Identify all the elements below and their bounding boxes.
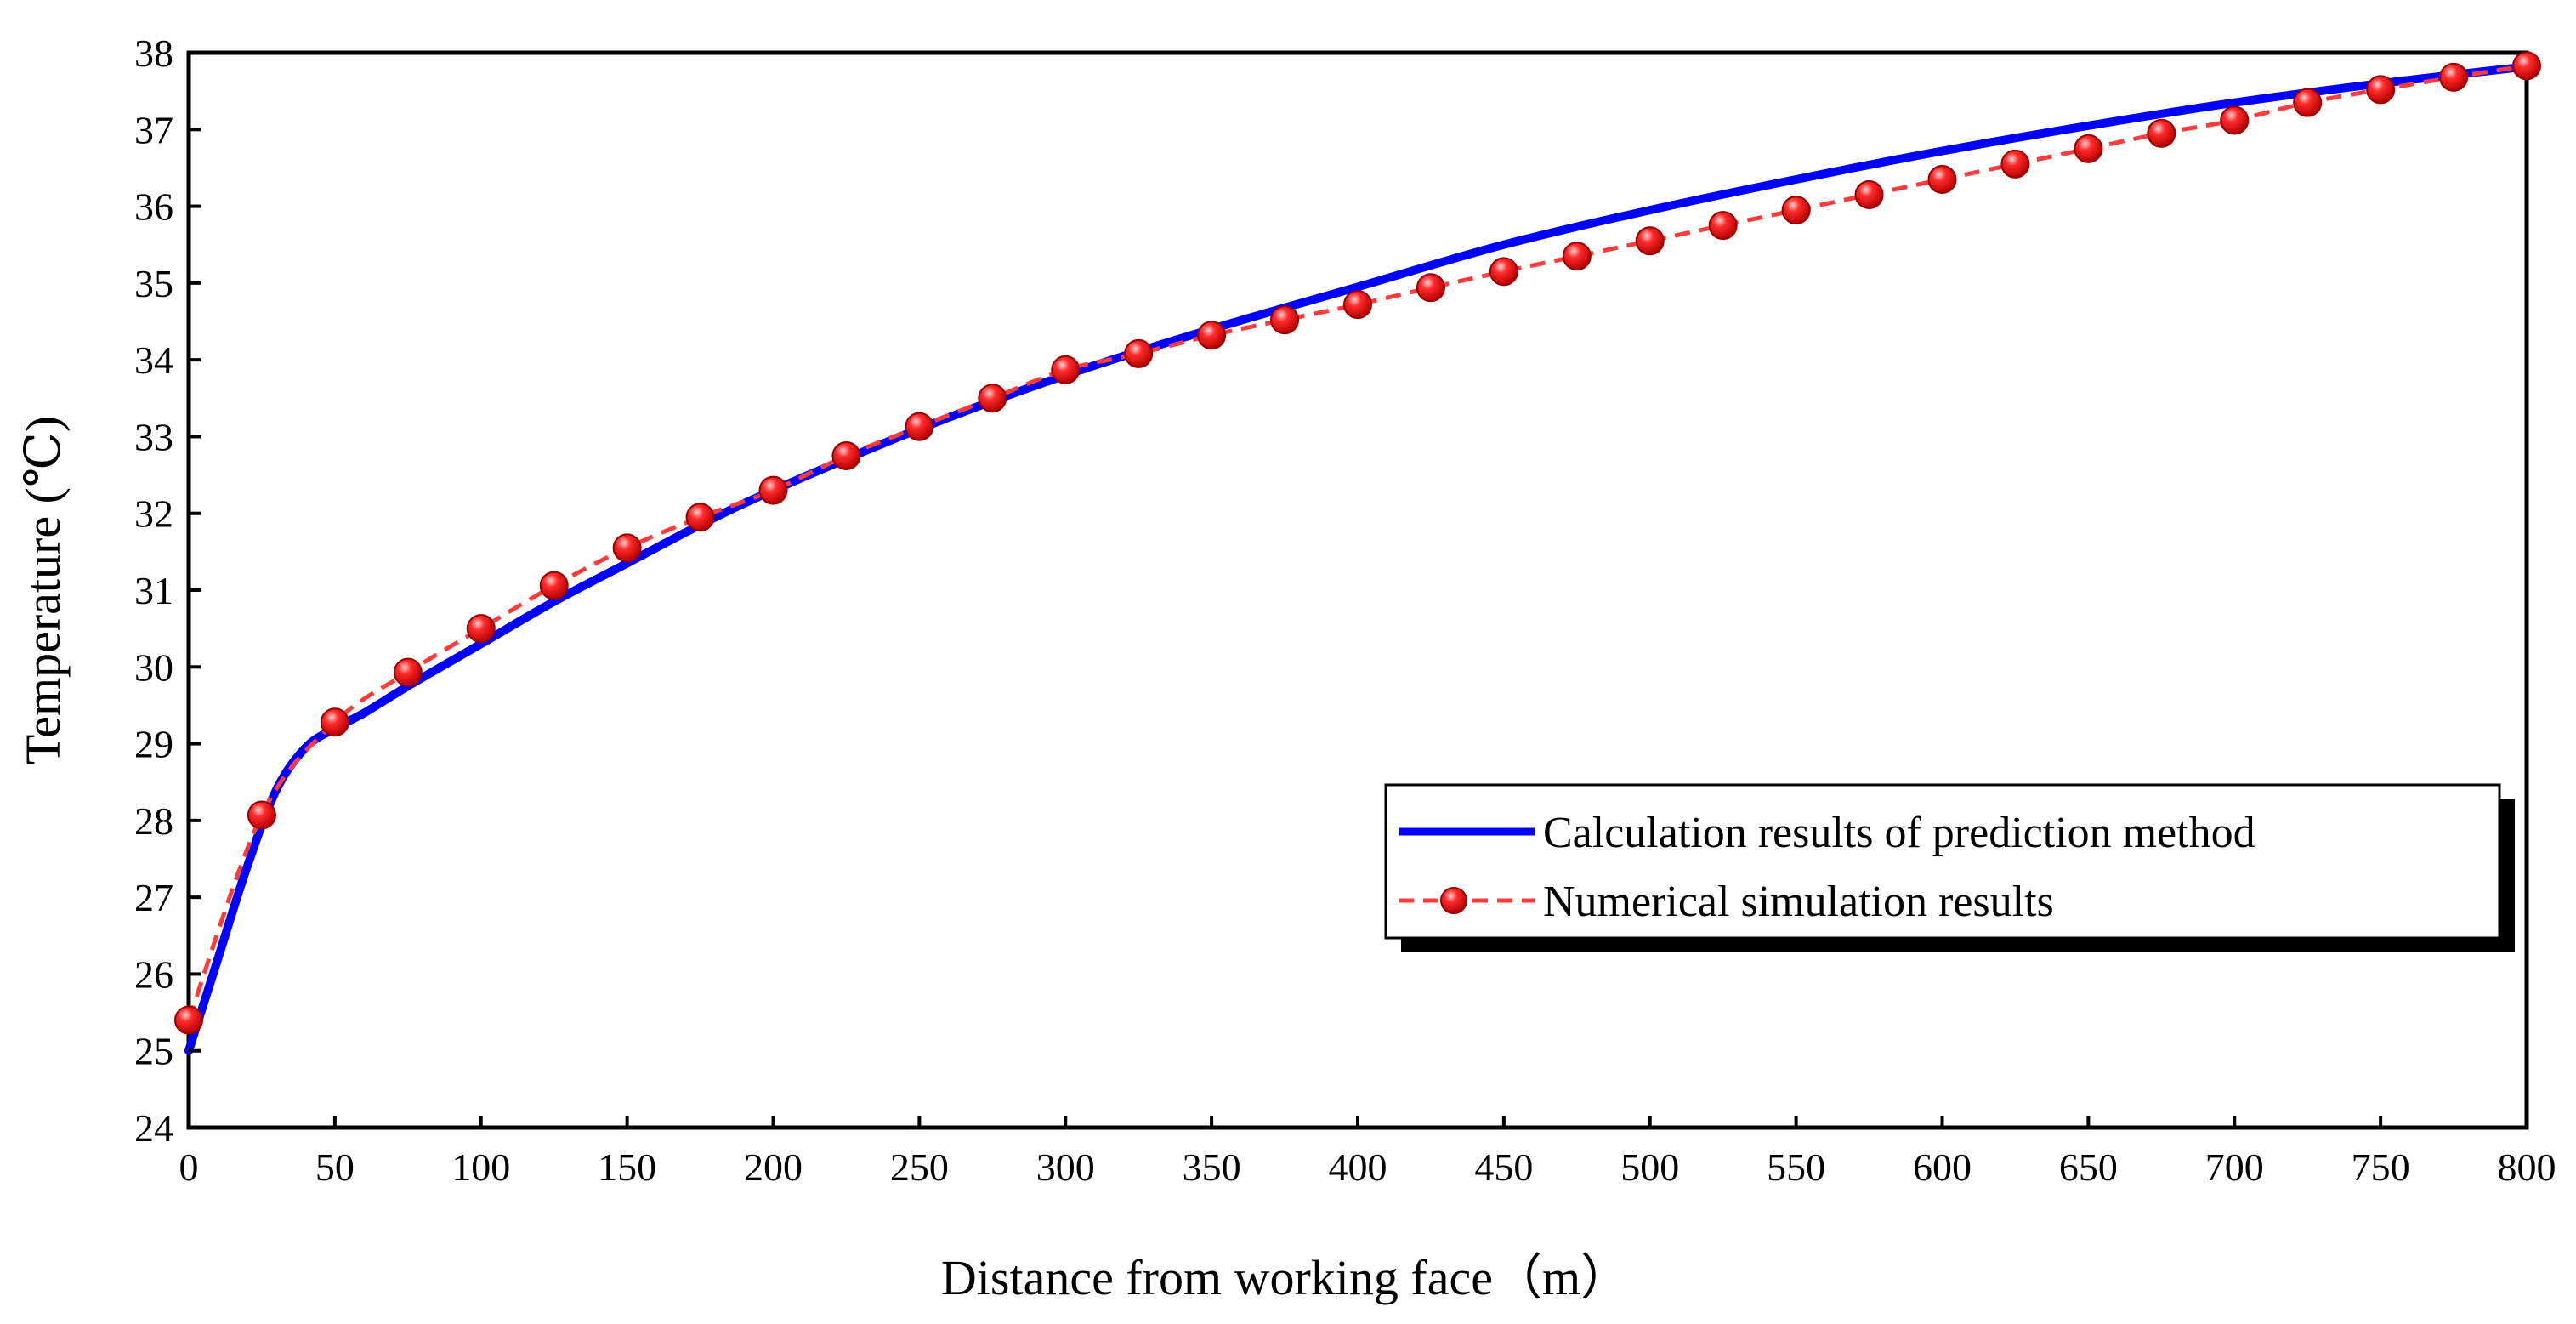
- x-tick-label: 100: [451, 1145, 510, 1189]
- x-tick-label: 350: [1183, 1145, 1241, 1189]
- data-point-simulation: [612, 533, 642, 563]
- data-point-simulation: [2220, 105, 2250, 135]
- data-point-simulation: [685, 503, 715, 532]
- data-point-simulation: [1051, 355, 1081, 384]
- data-point-simulation: [2000, 149, 2030, 179]
- x-tick-label: 0: [179, 1145, 199, 1189]
- y-tick-label: 31: [134, 569, 173, 612]
- data-point-simulation: [2074, 134, 2103, 163]
- data-point-simulation: [1416, 273, 1445, 303]
- y-tick-label: 27: [134, 876, 173, 919]
- data-point-simulation: [1708, 211, 1738, 241]
- y-tick-label: 25: [134, 1030, 173, 1073]
- data-point-simulation: [320, 707, 349, 737]
- x-tick-label: 600: [1913, 1145, 1972, 1189]
- y-tick-label: 38: [134, 31, 173, 75]
- y-tick-label: 28: [134, 799, 173, 843]
- x-tick-label: 150: [598, 1145, 656, 1189]
- y-tick-label: 30: [134, 645, 173, 689]
- y-tick-label: 33: [134, 415, 173, 458]
- data-point-simulation: [905, 412, 934, 441]
- x-tick-label: 200: [744, 1145, 803, 1189]
- y-tick-label: 36: [134, 185, 173, 229]
- data-point-simulation: [393, 657, 423, 687]
- series-layer: [174, 51, 2541, 1055]
- data-point-simulation: [247, 800, 276, 830]
- data-point-simulation: [2147, 118, 2176, 148]
- data-point-simulation: [1562, 242, 1592, 271]
- legend: Calculation results of prediction method…: [1384, 783, 2515, 952]
- plot-frame: [186, 50, 2529, 1130]
- data-point-simulation: [1343, 290, 1372, 320]
- x-tick-label: 700: [2205, 1145, 2264, 1189]
- y-axis: 24 25 26 27 28 29 30 31 32 33 34 35 36 37 38: [134, 31, 201, 1150]
- data-point-simulation: [1927, 164, 1957, 194]
- legend-label-prediction: Calculation results of prediction method: [1543, 809, 2255, 857]
- data-point-simulation: [978, 384, 1007, 413]
- x-tick-label: 400: [1329, 1145, 1387, 1189]
- legend-label-simulation: Numerical simulation results: [1543, 878, 2054, 926]
- x-tick-label: 300: [1036, 1145, 1095, 1189]
- y-tick-label: 37: [134, 108, 173, 151]
- x-tick-label: 50: [315, 1145, 355, 1189]
- data-point-simulation: [758, 475, 788, 505]
- data-point-simulation: [174, 1005, 203, 1035]
- y-tick-label: 29: [134, 723, 173, 766]
- x-tick-label: 800: [2498, 1145, 2556, 1189]
- y-tick-label: 24: [134, 1106, 173, 1150]
- plot-area: [186, 50, 2529, 1130]
- data-point-simulation: [2366, 75, 2396, 105]
- data-point-simulation: [466, 614, 496, 644]
- x-axis-title: Distance from working face（m）: [941, 1250, 1630, 1305]
- data-point-simulation: [539, 571, 569, 600]
- y-tick-label: 26: [134, 952, 173, 996]
- data-point-simulation: [2439, 62, 2469, 92]
- x-axis: 0 50 100 150 200 250 300 350 400 450 500 550 600 650 7…: [179, 1116, 2556, 1189]
- data-point-simulation: [1854, 180, 1884, 210]
- y-axis-title: Temperature (℃): [15, 416, 71, 764]
- data-point-simulation: [1489, 257, 1518, 287]
- series-line-simulation: [186, 63, 2528, 1021]
- x-tick-label: 650: [2059, 1145, 2118, 1189]
- data-point-simulation: [1197, 321, 1227, 350]
- legend-marker-simulation: [1440, 887, 1467, 914]
- data-point-simulation: [1270, 305, 1300, 335]
- y-tick-label: 32: [134, 492, 173, 536]
- x-tick-label: 500: [1620, 1145, 1679, 1189]
- data-point-simulation: [2293, 88, 2323, 117]
- data-point-simulation: [2512, 51, 2541, 81]
- y-tick-label: 34: [134, 338, 173, 382]
- x-tick-label: 550: [1767, 1145, 1825, 1189]
- data-point-simulation: [831, 441, 861, 470]
- x-tick-label: 250: [890, 1145, 949, 1189]
- data-point-simulation: [1635, 226, 1665, 256]
- x-tick-label: 750: [2352, 1145, 2410, 1189]
- legend-box: [1384, 783, 2501, 940]
- x-tick-label: 450: [1474, 1145, 1533, 1189]
- y-tick-label: 35: [134, 262, 173, 305]
- data-point-simulation: [1781, 196, 1811, 225]
- data-point-simulation: [1124, 338, 1154, 368]
